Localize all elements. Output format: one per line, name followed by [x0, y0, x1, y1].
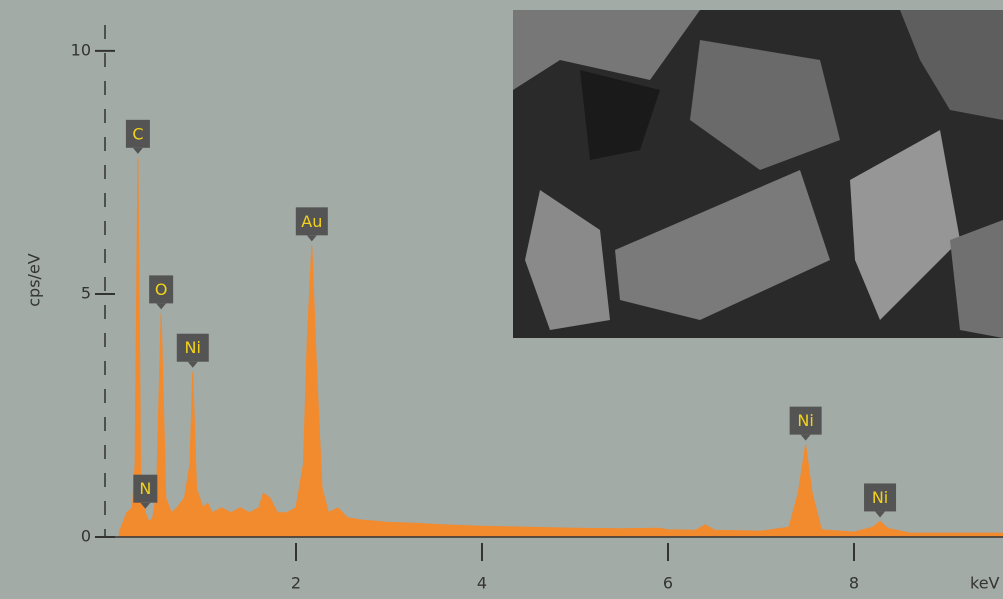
- peak-label: O: [149, 275, 174, 310]
- peak-label-box: [149, 275, 174, 304]
- x-tick-label: 6: [663, 574, 673, 593]
- peak-label-text: N: [139, 479, 151, 498]
- peak-label: N: [133, 474, 158, 509]
- x-axis-label: keV: [970, 574, 1000, 593]
- peak-label-text: O: [155, 280, 168, 299]
- peak-label-pointer: [132, 147, 143, 154]
- x-tick-label: 8: [849, 574, 859, 593]
- peak-label-pointer: [306, 235, 317, 242]
- peak-label-box: [864, 483, 897, 512]
- peak-label-text: Ni: [185, 338, 201, 357]
- peak-label-pointer: [875, 511, 886, 518]
- peak-label: Ni: [176, 333, 209, 368]
- sem-inset: [513, 10, 1003, 338]
- peak-label-box: [125, 119, 150, 148]
- peak-label-pointer: [187, 361, 198, 368]
- peak-label-text: Ni: [797, 411, 813, 430]
- y-tick-label: 0: [81, 527, 91, 546]
- peak-label-pointer: [140, 502, 151, 509]
- peak-label-box: [176, 333, 209, 362]
- y-tick-label: 5: [81, 283, 91, 302]
- peak-label-pointer: [156, 303, 167, 310]
- peak-label-box: [295, 207, 328, 236]
- x-tick-label: 2: [291, 574, 301, 593]
- peak-label-text: Ni: [872, 488, 888, 507]
- peak-label: Ni: [789, 406, 822, 441]
- peak-label: C: [125, 119, 150, 154]
- peak-label-box: [789, 406, 822, 435]
- peak-label: Au: [295, 207, 328, 242]
- peak-label-box: [133, 474, 158, 503]
- peak-label-text: C: [132, 124, 143, 143]
- spectrum-area: [118, 157, 1003, 538]
- peak-label-text: Au: [301, 212, 322, 231]
- peak-label-pointer: [800, 434, 811, 441]
- y-tick-label: 10: [71, 40, 91, 59]
- y-axis-label: cps/eV: [25, 253, 44, 307]
- x-tick-label: 4: [477, 574, 487, 593]
- peak-label: Ni: [864, 483, 897, 518]
